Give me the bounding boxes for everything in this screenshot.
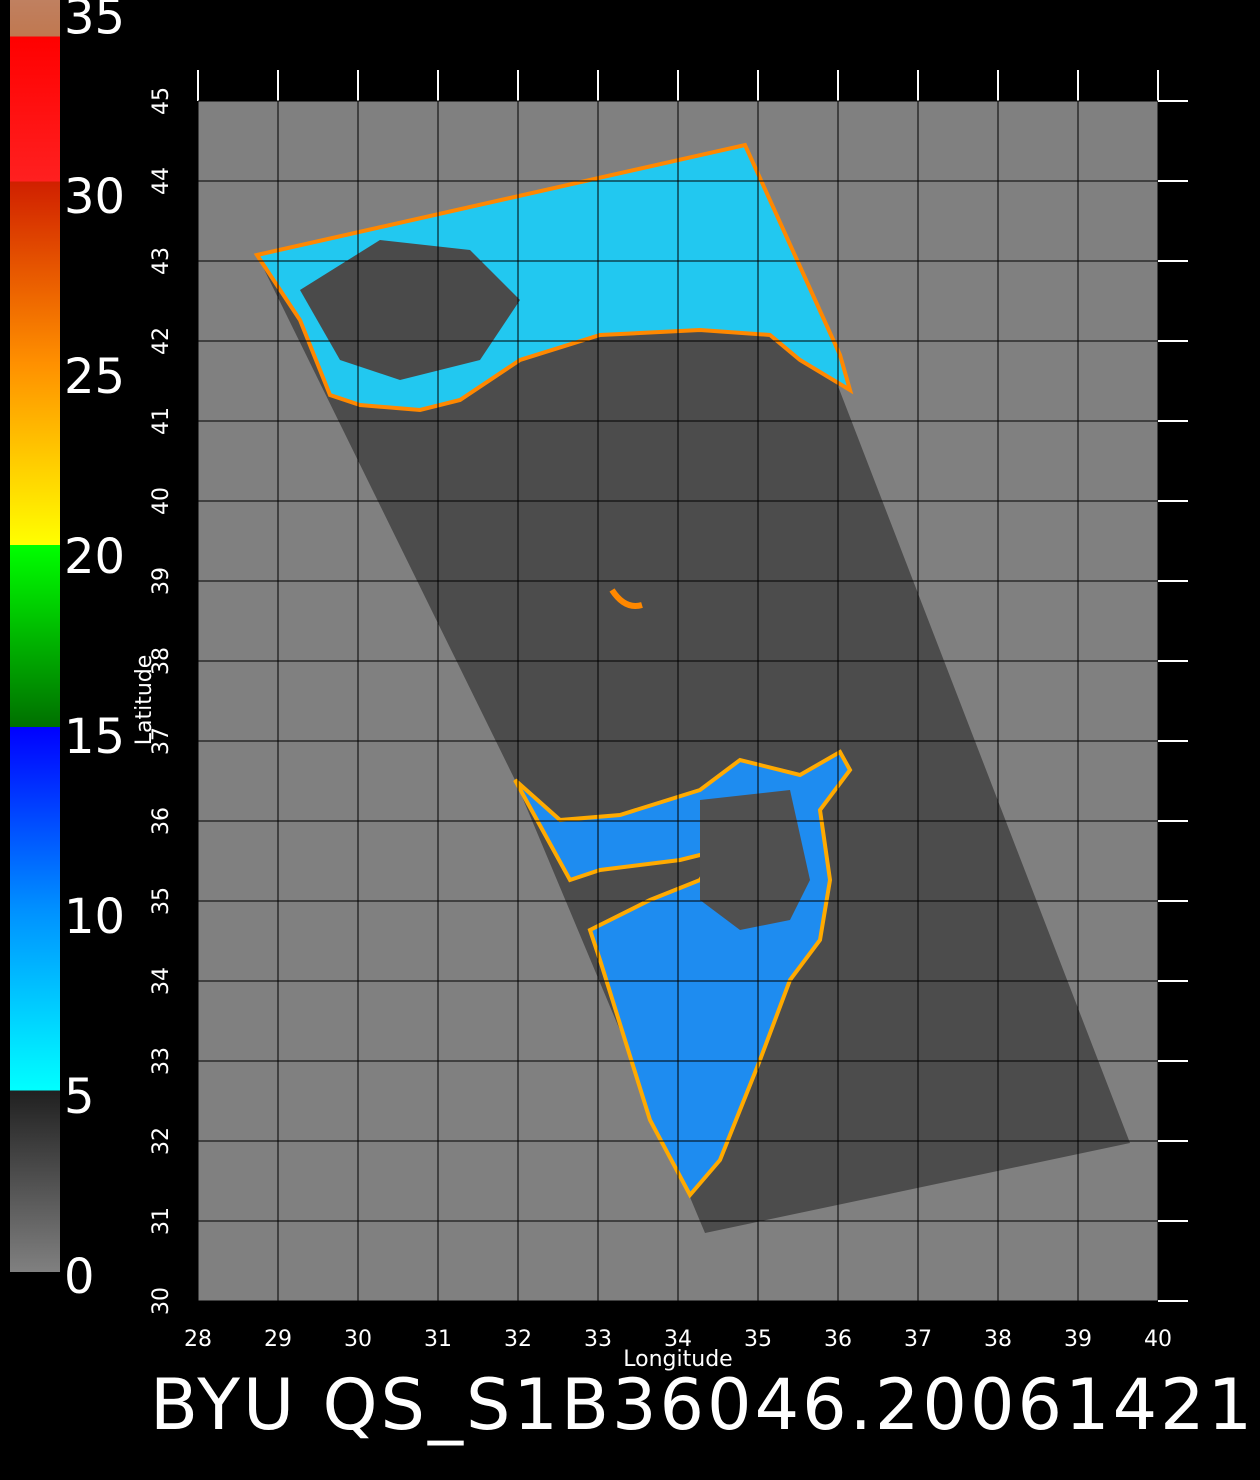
colorbar-tick-label: 20 [64,529,125,585]
colorbar [10,0,60,1272]
land-dark [300,240,520,380]
y-tick-label: 31 [149,1207,174,1235]
colorbar-tick-label: 30 [64,169,125,225]
colorbar-tick-label: 25 [64,349,125,405]
x-tick-label: 32 [504,1327,532,1352]
x-tick-label: 30 [344,1327,372,1352]
y-tick-label: 42 [149,327,174,355]
colorbar-tick-label: 5 [64,1069,95,1125]
y-tick-label: 32 [149,1127,174,1155]
y-tick-label: 37 [149,727,174,755]
colorbar-tick-label: 10 [64,889,125,945]
x-tick-label: 28 [184,1327,212,1352]
colorbar-tick-label: 15 [64,709,125,765]
x-tick-label: 39 [1064,1327,1092,1352]
x-tick-label: 38 [984,1327,1012,1352]
y-tick-label: 45 [149,87,174,115]
y-tick-label: 43 [149,247,174,275]
island [609,588,643,609]
land-dark [700,790,810,930]
y-tick-label: 35 [149,887,174,915]
x-axis-label: Longitude [623,1347,732,1372]
colorbar-tick-label: 35 [64,0,125,45]
y-tick-label: 34 [149,967,174,995]
x-tick-label: 29 [264,1327,292,1352]
title: BYU QS_S1B36046.20061421 [150,1364,1255,1446]
y-axis-label: Latitude [132,655,157,746]
y-tick-label: 38 [149,647,174,675]
y-tick-label: 41 [149,407,174,435]
x-tick-label: 33 [584,1327,612,1352]
x-tick-label: 40 [1144,1327,1172,1352]
x-tick-label: 34 [664,1327,692,1352]
y-tick-label: 36 [149,807,174,835]
y-tick-label: 30 [149,1287,174,1315]
swath [257,145,1130,1233]
y-tick-label: 44 [149,167,174,195]
x-tick-label: 31 [424,1327,452,1352]
y-tick-label: 40 [149,487,174,515]
y-tick-label: 33 [149,1047,174,1075]
x-tick-label: 36 [824,1327,852,1352]
colorbar-tick-label: 0 [64,1249,95,1305]
x-tick-label: 37 [904,1327,932,1352]
x-tick-label: 35 [744,1327,772,1352]
y-tick-label: 39 [149,567,174,595]
